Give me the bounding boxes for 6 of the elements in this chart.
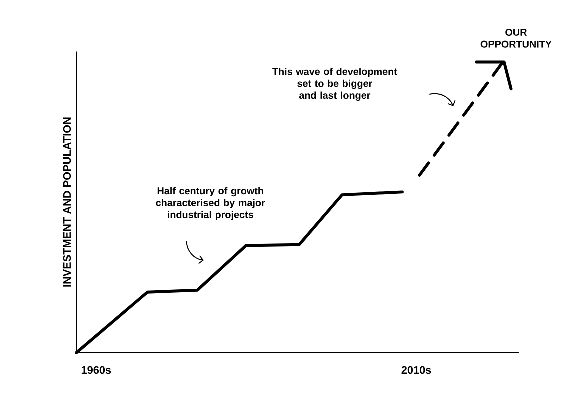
x-tick-label: 2010s	[402, 366, 432, 374]
annotation: Half century of growth characterised by major industrial projects	[156, 187, 266, 220]
annotation: This wave of development set to be bigger and last longer	[272, 68, 398, 102]
y-axis-title: INVESTMENT AND POPULATION	[63, 118, 72, 288]
annotation: OUR OPPORTUNITY	[480, 29, 552, 48]
x-tick-label: 1960s	[82, 366, 112, 374]
